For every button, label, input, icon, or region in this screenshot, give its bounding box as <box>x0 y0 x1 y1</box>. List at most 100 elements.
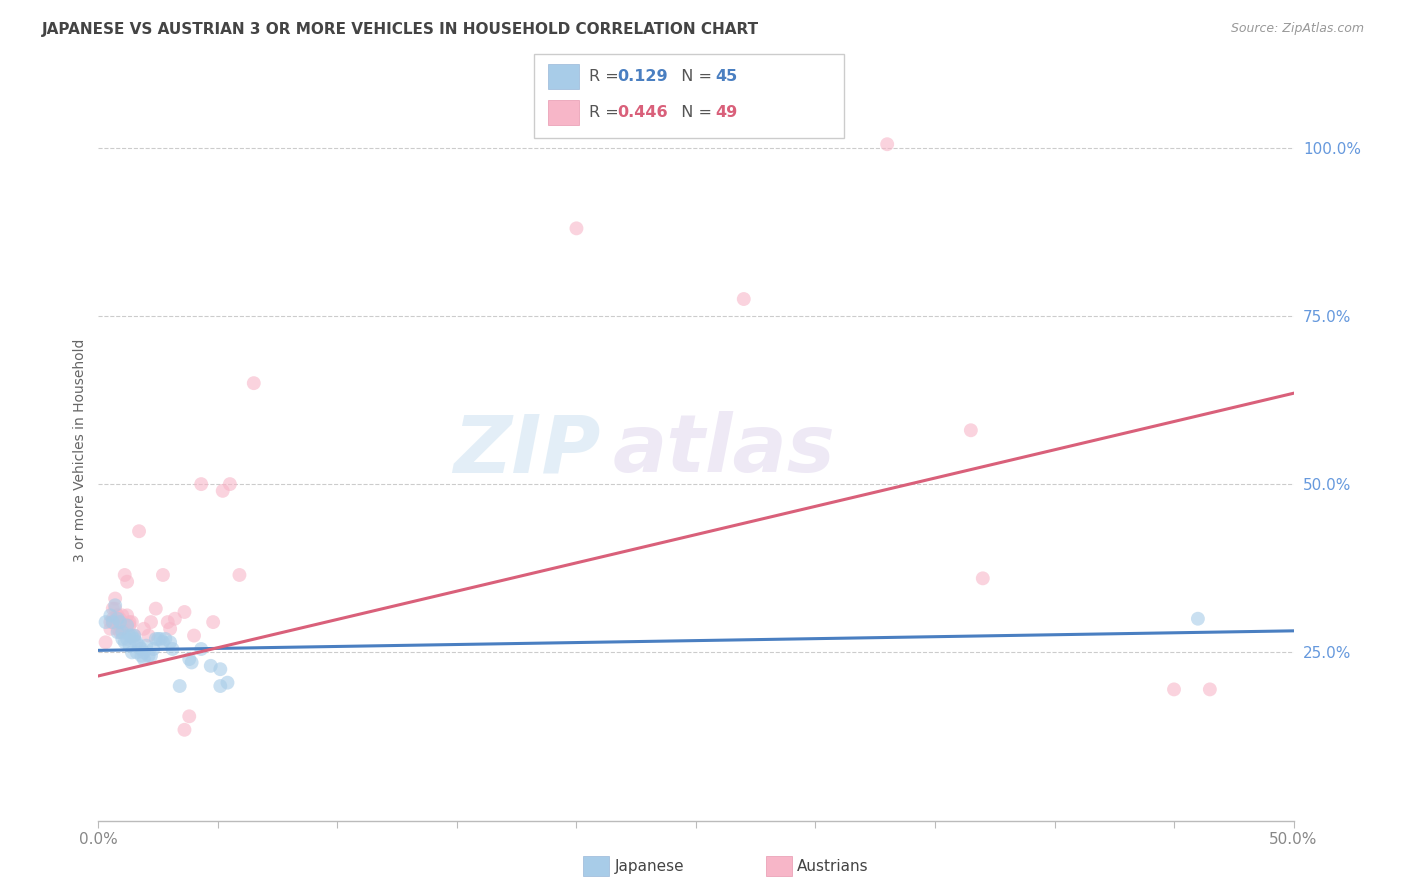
Point <box>211 483 233 498</box>
Point <box>107 622 129 636</box>
Point <box>243 376 266 391</box>
Point <box>101 601 124 615</box>
Point <box>115 608 138 623</box>
Point <box>107 625 129 640</box>
Text: 49: 49 <box>716 105 738 120</box>
Point <box>876 137 898 152</box>
Point <box>179 652 201 666</box>
Point <box>101 615 124 629</box>
Point <box>202 615 225 629</box>
Point <box>114 568 136 582</box>
Point <box>108 618 131 632</box>
Point <box>111 632 134 646</box>
Text: atlas: atlas <box>613 411 835 490</box>
Point <box>972 571 994 585</box>
Text: Source: ZipAtlas.com: Source: ZipAtlas.com <box>1230 22 1364 36</box>
Point <box>101 612 124 626</box>
Point <box>94 635 117 649</box>
Point <box>190 642 212 657</box>
Point <box>228 568 250 582</box>
Point <box>190 477 212 491</box>
Point <box>162 642 184 657</box>
Point <box>733 292 755 306</box>
Point <box>107 608 129 623</box>
Point <box>179 709 201 723</box>
Point <box>115 574 138 589</box>
Point <box>121 628 143 642</box>
Point <box>138 628 160 642</box>
Point <box>152 635 174 649</box>
Point <box>118 618 141 632</box>
Point <box>145 632 167 646</box>
Point <box>104 591 127 606</box>
Point <box>139 615 162 629</box>
Point <box>125 645 148 659</box>
Point <box>1163 682 1185 697</box>
Point <box>209 662 232 676</box>
Point <box>148 632 170 646</box>
Point <box>114 635 136 649</box>
Point <box>111 625 134 640</box>
Point <box>128 524 150 539</box>
Point <box>219 477 242 491</box>
Point <box>152 568 174 582</box>
Point <box>217 675 239 690</box>
Point <box>565 221 588 235</box>
Point <box>121 615 143 629</box>
Text: N =: N = <box>671 70 717 84</box>
Y-axis label: 3 or more Vehicles in Household: 3 or more Vehicles in Household <box>73 339 87 562</box>
Text: R =: R = <box>589 70 624 84</box>
Point <box>156 615 179 629</box>
Point <box>108 625 131 640</box>
Point <box>1187 612 1209 626</box>
Point <box>98 608 122 623</box>
Point <box>169 679 191 693</box>
Point <box>139 648 162 663</box>
Point <box>124 628 146 642</box>
Point <box>108 612 131 626</box>
Point <box>118 628 141 642</box>
Text: ZIP: ZIP <box>453 411 600 490</box>
Point <box>104 599 127 613</box>
Point <box>111 608 134 623</box>
Point <box>115 618 138 632</box>
Point <box>132 652 155 666</box>
Point <box>98 615 122 629</box>
Point <box>183 628 205 642</box>
Text: Japanese: Japanese <box>614 859 685 873</box>
Point <box>135 639 157 653</box>
Point <box>124 628 146 642</box>
Point <box>104 601 127 615</box>
Point <box>94 615 117 629</box>
Point <box>128 639 150 653</box>
Point <box>124 632 146 646</box>
Point <box>163 612 186 626</box>
Point <box>111 622 134 636</box>
Point <box>159 635 181 649</box>
Text: JAPANESE VS AUSTRIAN 3 OR MORE VEHICLES IN HOUSEHOLD CORRELATION CHART: JAPANESE VS AUSTRIAN 3 OR MORE VEHICLES … <box>42 22 759 37</box>
Point <box>115 632 138 646</box>
Point <box>118 639 141 653</box>
Text: R =: R = <box>589 105 624 120</box>
Point <box>180 656 202 670</box>
Point <box>209 679 232 693</box>
Text: 45: 45 <box>716 70 738 84</box>
Point <box>125 635 148 649</box>
Point <box>107 615 129 629</box>
Point <box>173 605 195 619</box>
Text: N =: N = <box>671 105 717 120</box>
Point <box>155 632 177 646</box>
Point <box>108 615 131 629</box>
Point <box>131 648 153 663</box>
Text: Austrians: Austrians <box>797 859 869 873</box>
Point <box>101 615 124 629</box>
Point <box>1199 682 1222 697</box>
Point <box>107 612 129 626</box>
Point <box>131 642 153 657</box>
Point <box>159 622 181 636</box>
Point <box>200 658 222 673</box>
Point <box>98 622 122 636</box>
Point <box>132 645 155 659</box>
Point <box>118 615 141 629</box>
Point <box>173 723 195 737</box>
